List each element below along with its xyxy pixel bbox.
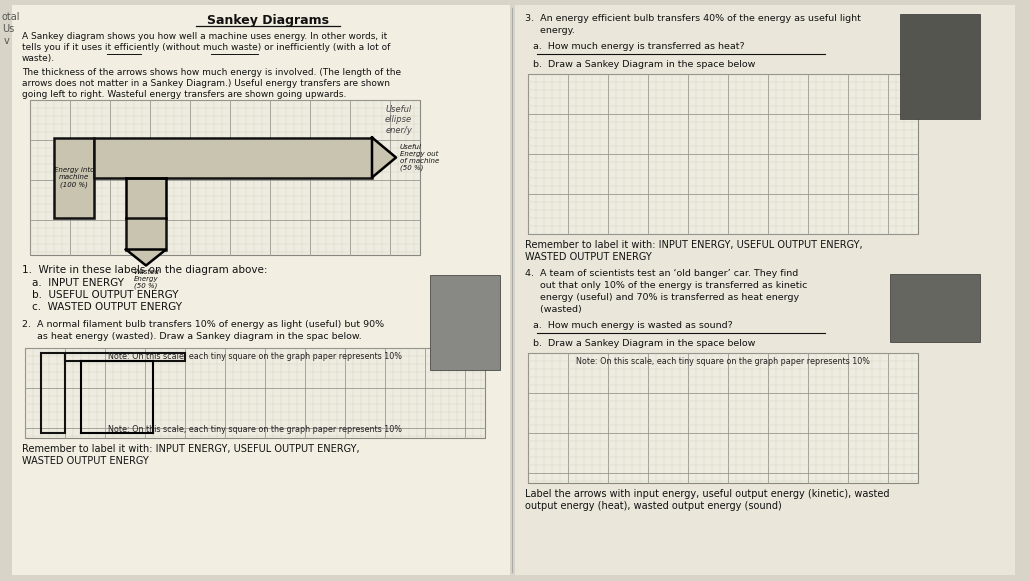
Text: Useful
ellipse
ener/y: Useful ellipse ener/y bbox=[385, 105, 412, 135]
Text: Remember to label it with: INPUT ENERGY, USEFUL OUTPUT ENERGY,: Remember to label it with: INPUT ENERGY,… bbox=[22, 444, 359, 454]
Text: WASTED OUTPUT ENERGY: WASTED OUTPUT ENERGY bbox=[525, 252, 651, 262]
Text: (wasted): (wasted) bbox=[525, 305, 581, 314]
Bar bbox=[41, 353, 65, 433]
Text: arrows does not matter in a Sankey Diagram.) Useful energy transfers are shown: arrows does not matter in a Sankey Diagr… bbox=[22, 79, 390, 88]
Text: Useful
Energy out
of machine
(50 %): Useful Energy out of machine (50 %) bbox=[400, 144, 439, 171]
Text: WASTED OUTPUT ENERGY: WASTED OUTPUT ENERGY bbox=[22, 456, 149, 466]
Text: 3.  An energy efficient bulb transfers 40% of the energy as useful light: 3. An energy efficient bulb transfers 40… bbox=[525, 14, 861, 23]
Text: Energy into
machine
(100 %): Energy into machine (100 %) bbox=[54, 167, 95, 188]
Bar bbox=[126, 217, 166, 249]
Bar bbox=[126, 178, 166, 217]
Text: 1.  Write in these labels on the diagram above:: 1. Write in these labels on the diagram … bbox=[22, 265, 268, 275]
Text: otal: otal bbox=[2, 12, 21, 22]
Polygon shape bbox=[126, 249, 166, 266]
Bar bbox=[900, 14, 980, 119]
Bar bbox=[528, 74, 918, 234]
Polygon shape bbox=[372, 138, 396, 178]
Bar bbox=[65, 353, 185, 361]
Text: Note: On this scale, each tiny square on the graph paper represents 10%: Note: On this scale, each tiny square on… bbox=[108, 352, 402, 361]
Text: Note: On this scale, each tiny square on the graph paper represents 10%: Note: On this scale, each tiny square on… bbox=[108, 425, 402, 434]
Text: b.  USEFUL OUTPUT ENERGY: b. USEFUL OUTPUT ENERGY bbox=[32, 290, 178, 300]
Bar bbox=[30, 100, 420, 255]
Text: energy.: energy. bbox=[525, 26, 575, 35]
Text: 4.  A team of scientists test an ‘old banger’ car. They find: 4. A team of scientists test an ‘old ban… bbox=[525, 269, 799, 278]
Bar bbox=[430, 275, 500, 370]
Text: Remember to label it with: INPUT ENERGY, USEFUL OUTPUT ENERGY,: Remember to label it with: INPUT ENERGY,… bbox=[525, 240, 862, 250]
Text: a.  INPUT ENERGY: a. INPUT ENERGY bbox=[32, 278, 125, 288]
Bar bbox=[94, 138, 372, 178]
Text: b.  Draw a Sankey Diagram in the space below: b. Draw a Sankey Diagram in the space be… bbox=[533, 339, 755, 348]
Text: 2.  A normal filament bulb transfers 10% of energy as light (useful) but 90%: 2. A normal filament bulb transfers 10% … bbox=[22, 320, 384, 329]
Text: c.  WASTED OUTPUT ENERGY: c. WASTED OUTPUT ENERGY bbox=[32, 302, 182, 312]
Text: Sankey Diagrams: Sankey Diagrams bbox=[207, 14, 329, 27]
Text: tells you if it uses it efficiently (without much waste) or inefficiently (with : tells you if it uses it efficiently (wit… bbox=[22, 43, 390, 52]
Text: going left to right. Wasteful energy transfers are shown going upwards.: going left to right. Wasteful energy tra… bbox=[22, 90, 347, 99]
Bar bbox=[514, 5, 1015, 575]
Text: energy (useful) and 70% is transferred as heat energy: energy (useful) and 70% is transferred a… bbox=[525, 293, 800, 302]
Bar bbox=[528, 353, 918, 483]
Text: a.  How much energy is wasted as sound?: a. How much energy is wasted as sound? bbox=[533, 321, 733, 330]
Text: Label the arrows with input energy, useful output energy (kinetic), wasted: Label the arrows with input energy, usef… bbox=[525, 489, 889, 499]
Bar bbox=[890, 274, 980, 342]
Text: output energy (heat), wasted output energy (sound): output energy (heat), wasted output ener… bbox=[525, 501, 782, 511]
Text: Us: Us bbox=[2, 24, 14, 34]
Text: waste).: waste). bbox=[22, 54, 56, 63]
Text: a.  How much energy is transferred as heat?: a. How much energy is transferred as hea… bbox=[533, 42, 745, 51]
Text: as heat energy (wasted). Draw a Sankey diagram in the spac below.: as heat energy (wasted). Draw a Sankey d… bbox=[22, 332, 362, 341]
Text: Wasted
Energy
(50 %): Wasted Energy (50 %) bbox=[133, 268, 158, 289]
Bar bbox=[12, 5, 510, 575]
Text: The thickness of the arrows shows how much energy is involved. (The length of th: The thickness of the arrows shows how mu… bbox=[22, 68, 401, 77]
Bar bbox=[25, 348, 485, 438]
Text: v: v bbox=[4, 36, 9, 46]
Text: Note: On this scale, each tiny square on the graph paper represents 10%: Note: On this scale, each tiny square on… bbox=[576, 357, 870, 366]
Bar bbox=[54, 138, 94, 217]
Text: out that only 10% of the energy is transferred as kinetic: out that only 10% of the energy is trans… bbox=[525, 281, 808, 290]
Text: b.  Draw a Sankey Diagram in the space below: b. Draw a Sankey Diagram in the space be… bbox=[533, 60, 755, 69]
Text: A Sankey diagram shows you how well a machine uses energy. In other words, it: A Sankey diagram shows you how well a ma… bbox=[22, 32, 387, 41]
